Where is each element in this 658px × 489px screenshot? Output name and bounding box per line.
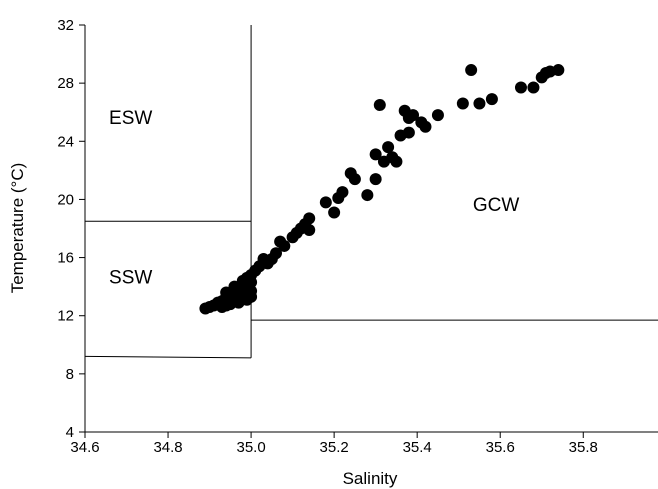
- data-point: [336, 186, 349, 199]
- region-labels: ESW SSW GCW: [109, 108, 519, 289]
- x-tick-label: 34.8: [153, 439, 182, 456]
- data-point: [369, 173, 382, 186]
- y-tick-label: 12: [57, 308, 74, 325]
- data-point: [303, 223, 316, 236]
- y-tick-label: 8: [66, 366, 74, 383]
- x-tick-label: 34.6: [70, 439, 99, 456]
- data-point: [369, 148, 382, 161]
- region-label-ssw: SSW: [109, 268, 152, 289]
- data-point: [402, 126, 415, 139]
- data-point: [328, 206, 341, 219]
- data-point: [382, 141, 395, 154]
- data-point: [303, 212, 316, 225]
- x-tick-label: 35.4: [403, 439, 432, 456]
- data-point: [407, 109, 420, 122]
- data-point: [456, 97, 469, 110]
- x-tick-label: 35.8: [569, 439, 598, 456]
- data-point: [390, 155, 403, 168]
- region-boundary-line: [84, 355, 252, 359]
- x-axis: 34.6 34.8 35.0 35.2 35.4 35.6 35.8: [70, 431, 658, 456]
- y-tick-label: 24: [57, 133, 74, 150]
- data-point: [514, 81, 527, 94]
- data-point: [232, 292, 245, 305]
- data-point: [527, 81, 540, 94]
- data-point: [473, 97, 486, 110]
- region-label-gcw: GCW: [473, 195, 520, 216]
- data-points: [199, 64, 565, 315]
- data-point: [228, 280, 241, 293]
- y-tick-label: 32: [57, 17, 74, 34]
- x-axis-title: Salinity: [343, 469, 398, 488]
- y-tick-label: 28: [57, 75, 74, 92]
- data-point: [278, 239, 291, 252]
- region-label-esw: ESW: [109, 108, 152, 129]
- y-tick-label: 16: [57, 250, 74, 267]
- x-tick-label: 35.0: [236, 439, 265, 456]
- data-point: [270, 247, 282, 260]
- data-point: [348, 173, 361, 186]
- y-axis-title: Temperature (°C): [8, 163, 27, 294]
- y-tick-label: 4: [66, 424, 74, 441]
- data-point: [419, 120, 432, 133]
- x-tick-label: 35.2: [320, 439, 349, 456]
- x-tick-label: 35.6: [486, 439, 515, 456]
- data-point: [361, 189, 374, 202]
- y-axis: 4 8 12 16 20 24 28 32: [57, 17, 86, 441]
- data-point: [465, 64, 478, 77]
- data-point: [485, 93, 498, 106]
- data-point: [220, 286, 233, 299]
- y-tick-label: 20: [57, 191, 74, 208]
- data-point: [552, 64, 565, 77]
- data-point: [431, 109, 444, 122]
- data-point: [373, 98, 386, 111]
- data-point: [319, 196, 332, 209]
